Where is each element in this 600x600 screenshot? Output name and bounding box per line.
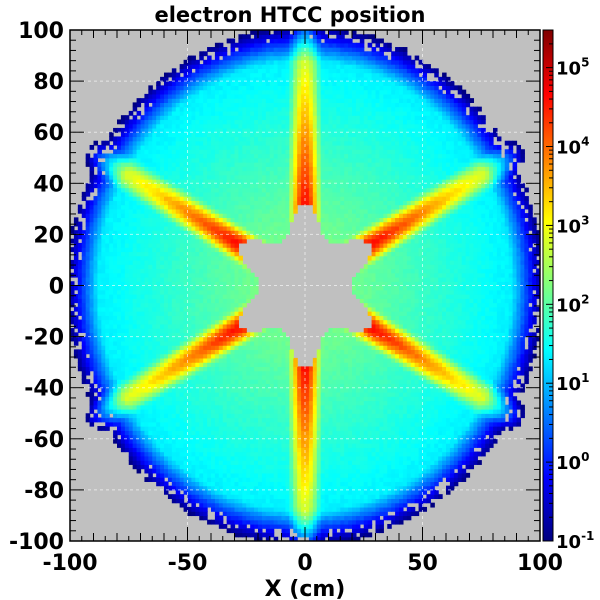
y-tick-label: 20 bbox=[33, 223, 64, 248]
y-tick-label: -60 bbox=[24, 428, 64, 453]
colorbar-tick-label: 10-1 bbox=[556, 529, 594, 553]
x-tick-label: -100 bbox=[42, 551, 97, 576]
x-axis-label: X (cm) bbox=[265, 577, 346, 600]
colorbar-tick-label: 101 bbox=[556, 371, 589, 395]
y-tick-label: 40 bbox=[33, 172, 64, 197]
y-tick-label: -40 bbox=[24, 377, 64, 402]
y-tick-label: -100 bbox=[9, 530, 64, 555]
colorbar-tick-label: 104 bbox=[556, 135, 589, 159]
x-tick-label: 0 bbox=[297, 551, 312, 576]
y-tick-label: 80 bbox=[33, 70, 64, 95]
colorbar-tick-label: 100 bbox=[556, 450, 589, 474]
y-tick-label: 100 bbox=[18, 19, 64, 44]
y-tick-label: -80 bbox=[24, 479, 64, 504]
x-tick-label: -50 bbox=[168, 551, 208, 576]
colorbar-tick-label: 103 bbox=[556, 213, 589, 237]
heatmap-cells bbox=[70, 30, 540, 541]
chart-title: electron HTCC position bbox=[154, 3, 425, 27]
y-tick-label: -20 bbox=[24, 326, 64, 351]
y-tick-label: 0 bbox=[49, 275, 64, 300]
colorbar-tick-label: 102 bbox=[556, 292, 589, 316]
axes: -100 -50 0 50 100 100 80 60 40 20 0 -20 -40 -60 -80 -10… bbox=[9, 19, 563, 576]
colorbar-scale bbox=[542, 29, 554, 542]
colorbar: 105 104 103 102 101 100 10-1 bbox=[542, 29, 594, 553]
x-tick-label: 50 bbox=[407, 551, 438, 576]
x-tick-label: 100 bbox=[517, 551, 563, 576]
y-tick-label: 60 bbox=[33, 121, 64, 146]
grid-lines bbox=[70, 30, 540, 541]
colorbar-tick-label: 105 bbox=[556, 56, 589, 80]
